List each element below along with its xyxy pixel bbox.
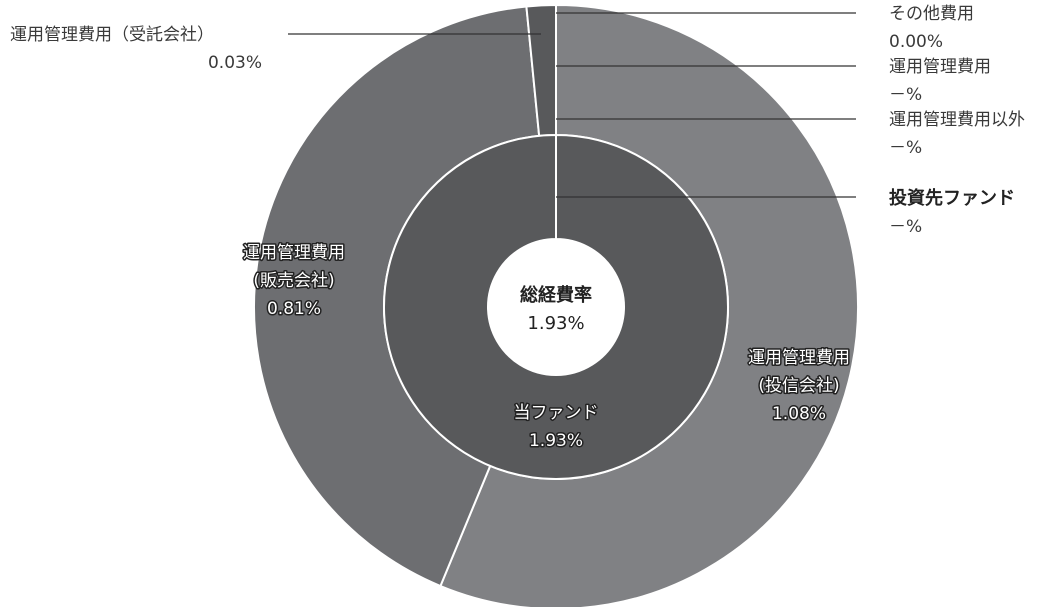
- outer-label-dist-name-2: (販売会社): [253, 271, 334, 291]
- center-hole: [488, 239, 624, 375]
- outer-label-itrust-name-1: 運用管理費用: [748, 348, 850, 368]
- label-invested-fund-name: 投資先ファンド: [889, 187, 1015, 209]
- inner-label-fund-value: 1.93%: [529, 431, 583, 451]
- label-non-mgmt-value: －%: [889, 138, 922, 158]
- outer-label-itrust-name-2: (投信会社): [758, 376, 839, 396]
- label-mgmt-value: －%: [889, 85, 922, 105]
- outer-label-itrust-value: 1.08%: [772, 404, 826, 424]
- label-mgmt-name: 運用管理費用: [889, 57, 991, 77]
- label-other-value: 0.00%: [889, 32, 943, 52]
- inner-ring: [384, 135, 728, 479]
- outer-label-dist-name-1: 運用管理費用: [243, 243, 345, 263]
- label-other-name: その他費用: [889, 4, 974, 24]
- inner-label-fund-name: 当ファンド: [514, 403, 599, 423]
- center-value: 1.93%: [527, 313, 584, 334]
- label-trustee-name: 運用管理費用（受託会社）: [10, 25, 214, 45]
- label-trustee-value: 0.03%: [208, 53, 262, 73]
- outer-label-dist-value: 0.81%: [267, 299, 321, 319]
- label-invested-fund-value: －%: [889, 217, 922, 237]
- label-non-mgmt-name: 運用管理費用以外: [889, 110, 1025, 130]
- center-title: 総経費率: [520, 284, 592, 306]
- inner-slice-0: [384, 135, 728, 479]
